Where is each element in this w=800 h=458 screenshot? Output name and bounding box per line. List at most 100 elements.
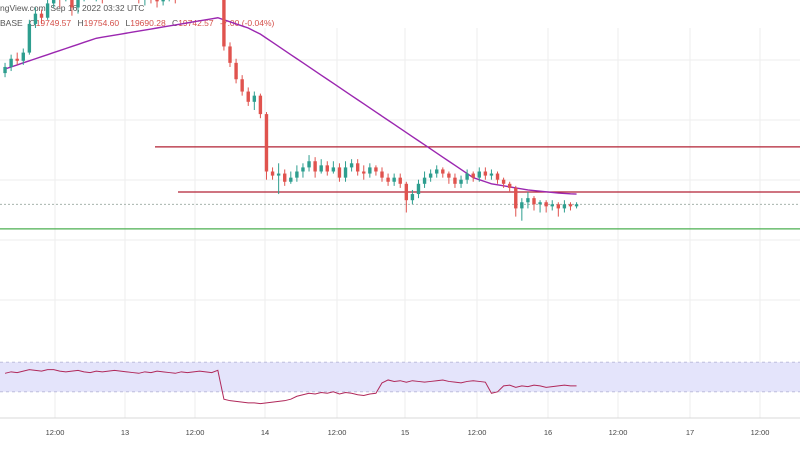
- candle-body: [495, 173, 500, 180]
- candle-body: [532, 198, 536, 205]
- candle-body: [386, 177, 390, 182]
- x-tick-label: 16: [544, 428, 552, 437]
- candle-body: [428, 173, 433, 178]
- x-tick-label: 14: [261, 428, 269, 437]
- header-low-label: L: [125, 18, 131, 28]
- candle-body: [264, 114, 269, 172]
- candle-body: [270, 171, 275, 176]
- candle-body: [343, 167, 348, 178]
- candle-body: [422, 177, 427, 184]
- candle-body: [319, 165, 323, 172]
- header-open-label: O: [29, 18, 36, 28]
- candle-body: [374, 167, 378, 172]
- candle-body: [416, 183, 421, 195]
- candle-body: [3, 66, 7, 74]
- candle-body: [507, 183, 512, 188]
- candle-body: [355, 163, 360, 172]
- candle-body: [252, 95, 257, 102]
- x-axis: 12:00 13 12:00 14 12:00 15 12:00 16 12:00 17 12:00: [0, 417, 800, 437]
- candle-body: [161, 0, 165, 2]
- candle-body: [568, 204, 573, 207]
- candle-body: [459, 179, 463, 184]
- candle-body: [45, 3, 50, 18]
- candle-body: [404, 183, 409, 201]
- candle-body: [337, 167, 342, 178]
- x-tick-label: 15: [401, 428, 409, 437]
- x-tick-label: 13: [121, 428, 129, 437]
- x-tick-label: 17: [686, 428, 694, 437]
- candle-body: [538, 202, 542, 205]
- candle-body: [380, 171, 384, 178]
- x-tick-label: 12:00: [751, 428, 770, 437]
- candle-body: [33, 13, 38, 24]
- header-low-value: 19690.28: [130, 18, 166, 28]
- moving-average: [4, 17, 577, 195]
- chart-grid: [0, 28, 800, 418]
- candle-body: [9, 58, 13, 67]
- header-change-value: -7.00 (-0.04%): [220, 18, 275, 28]
- candle-body: [234, 62, 238, 80]
- candle-body: [441, 169, 445, 174]
- candle-body: [301, 167, 305, 172]
- candle-body: [501, 179, 506, 184]
- candle-body: [15, 58, 19, 61]
- rsi-band: [0, 362, 800, 392]
- candle-body: [295, 171, 299, 178]
- candle-body: [562, 204, 567, 209]
- candle-body: [21, 52, 25, 61]
- candle-body: [471, 173, 475, 178]
- x-tick-label: 12:00: [328, 428, 347, 437]
- header-high-label: H: [77, 18, 84, 28]
- candle-body: [483, 171, 488, 176]
- candle-body: [222, 0, 226, 47]
- candle-body: [392, 177, 396, 182]
- x-tick-label: 12:00: [609, 428, 628, 437]
- candle-body: [240, 79, 244, 92]
- candle-body: [489, 173, 494, 176]
- header-high-value: 19754.60: [83, 18, 120, 28]
- candle-body: [514, 187, 518, 209]
- candle-body: [544, 202, 548, 207]
- x-tick-label: 12:00: [186, 428, 205, 437]
- candle-body: [307, 161, 311, 168]
- candle-body: [331, 167, 336, 172]
- candle-body: [447, 173, 451, 178]
- header-close-label: C: [172, 18, 179, 28]
- x-tick-label: 12:00: [46, 428, 65, 437]
- candle-body: [258, 95, 263, 115]
- candle-body: [39, 13, 44, 18]
- candle-body: [453, 177, 457, 184]
- header-close-value: 19742.57: [178, 18, 214, 28]
- candle-body: [246, 91, 250, 102]
- price-lines: [0, 146, 800, 230]
- candle-body: [410, 194, 415, 201]
- candle-body: [283, 173, 287, 182]
- header-open-value: 19749.57: [35, 18, 72, 28]
- candle-body: [27, 23, 32, 53]
- candle-body: [76, 0, 80, 8]
- header-ohlc-line: BASE O19749.57 H19754.60 L19690.28 C1974…: [0, 17, 274, 29]
- candle-body: [228, 46, 232, 63]
- header-symbol: BASE: [0, 18, 23, 28]
- candle-body: [465, 173, 469, 180]
- rsi-panel: [0, 361, 800, 405]
- candle-body: [526, 198, 530, 203]
- candle-body: [477, 171, 481, 178]
- candle-body: [556, 204, 561, 209]
- candle-body: [368, 167, 372, 174]
- candle-body: [155, 0, 159, 2]
- rsi-line: [4, 369, 577, 405]
- candlesticks: [3, 0, 579, 221]
- candle-body: [51, 0, 56, 4]
- candle-body: [520, 202, 524, 209]
- candle-body: [325, 165, 329, 172]
- candle-body: [398, 177, 402, 184]
- candle-body: [276, 173, 281, 176]
- candle-body: [313, 161, 317, 172]
- candle-body: [574, 204, 579, 207]
- x-tick-label: 12:00: [468, 428, 487, 437]
- candle-body: [362, 171, 366, 174]
- candle-body: [289, 177, 293, 182]
- ma-line: [4, 17, 577, 195]
